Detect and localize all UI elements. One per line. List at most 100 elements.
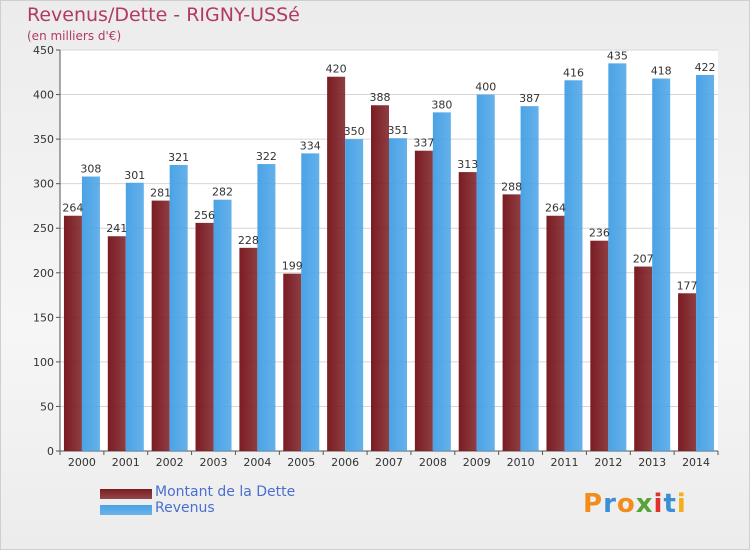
value-label-dette: 264 xyxy=(545,202,566,215)
logo-letter: t xyxy=(663,489,677,519)
bar-dette xyxy=(590,240,609,451)
bar-dette xyxy=(634,266,653,451)
value-label-dette: 420 xyxy=(326,63,347,76)
bar-revenus xyxy=(257,164,276,451)
y-tick-label: 400 xyxy=(33,89,54,102)
chart-title: Revenus/Dette - RIGNY-USSé xyxy=(27,4,300,26)
value-label-dette: 207 xyxy=(633,253,654,266)
bar-revenus xyxy=(520,106,539,451)
bar-dette xyxy=(678,293,697,451)
x-tick-label: 2004 xyxy=(243,456,271,469)
y-tick-label: 250 xyxy=(33,222,54,235)
bar-dette xyxy=(63,215,82,451)
value-label-revenus: 435 xyxy=(607,49,628,62)
value-label-revenus: 334 xyxy=(300,139,321,152)
x-tick-label: 2007 xyxy=(375,456,403,469)
x-tick-label: 2002 xyxy=(156,456,184,469)
value-label-revenus: 387 xyxy=(519,92,540,105)
value-label-revenus: 422 xyxy=(695,61,716,74)
y-tick-label: 100 xyxy=(33,356,54,369)
value-label-revenus: 322 xyxy=(256,150,277,163)
legend: Montant de la Dette Revenus xyxy=(100,484,360,518)
bar-dette xyxy=(414,150,433,451)
bar-revenus xyxy=(301,153,320,451)
bar-revenus xyxy=(345,139,364,451)
x-tick-label: 2003 xyxy=(200,456,228,469)
bar-dette xyxy=(195,222,214,451)
bar-dette xyxy=(371,105,389,451)
bar-dette xyxy=(283,273,302,451)
value-label-revenus: 308 xyxy=(80,163,101,176)
bar-revenus xyxy=(125,182,144,451)
value-label-dette: 177 xyxy=(677,279,698,292)
chart-subtitle: (en milliers d'€) xyxy=(27,29,122,43)
logo-letter: o xyxy=(616,489,636,519)
x-tick-label: 2008 xyxy=(419,456,447,469)
value-label-dette: 264 xyxy=(62,202,83,215)
bar-revenus xyxy=(169,164,188,451)
x-tick-label: 2005 xyxy=(287,456,315,469)
value-label-dette: 256 xyxy=(194,209,215,222)
y-tick-label: 450 xyxy=(33,44,54,57)
y-tick-label: 150 xyxy=(33,311,54,324)
bar-revenus xyxy=(432,112,451,451)
logo-letter: i xyxy=(653,489,664,519)
value-label-dette: 228 xyxy=(238,234,259,247)
bar-revenus xyxy=(81,176,100,451)
value-label-revenus: 418 xyxy=(651,65,672,78)
value-label-dette: 199 xyxy=(282,260,303,273)
value-label-revenus: 400 xyxy=(475,81,496,94)
x-tick-label: 2013 xyxy=(638,456,666,469)
bar-revenus xyxy=(213,199,232,451)
value-label-dette: 241 xyxy=(106,222,127,235)
bar-revenus xyxy=(564,80,583,451)
legend-item-revenus: Revenus xyxy=(100,500,360,518)
value-label-revenus: 416 xyxy=(563,66,584,79)
legend-label-revenus: Revenus xyxy=(155,500,215,516)
x-tick-label: 2001 xyxy=(112,456,140,469)
legend-item-dette: Montant de la Dette xyxy=(100,484,360,502)
logo-letter: P xyxy=(583,489,604,519)
bar-dette xyxy=(546,215,565,451)
bar-dette xyxy=(107,236,126,451)
x-tick-label: 2012 xyxy=(594,456,622,469)
bar-dette xyxy=(458,172,477,452)
value-label-dette: 313 xyxy=(457,158,478,171)
logo-letter: r xyxy=(603,489,617,519)
bar-revenus xyxy=(389,138,407,451)
value-label-dette: 337 xyxy=(413,137,434,150)
legend-swatch-revenus xyxy=(100,505,152,515)
y-tick-label: 50 xyxy=(40,400,54,413)
y-tick-label: 200 xyxy=(33,267,54,280)
value-label-revenus: 301 xyxy=(124,169,145,182)
legend-swatch-dette xyxy=(100,489,152,499)
value-label-revenus: 321 xyxy=(168,151,189,164)
bar-dette xyxy=(327,76,346,451)
bar-dette xyxy=(502,194,521,452)
x-tick-label: 2006 xyxy=(331,456,359,469)
value-label-dette: 388 xyxy=(370,91,391,104)
logo-letter: i xyxy=(676,489,687,519)
value-label-revenus: 282 xyxy=(212,186,233,199)
x-tick-label: 2010 xyxy=(507,456,535,469)
value-label-revenus: 351 xyxy=(388,124,409,137)
legend-label-dette: Montant de la Dette xyxy=(155,484,296,500)
bar-revenus xyxy=(696,74,715,451)
x-tick-label: 2000 xyxy=(68,456,96,469)
x-tick-label: 2009 xyxy=(463,456,491,469)
value-label-revenus: 350 xyxy=(344,125,365,138)
y-tick-label: 0 xyxy=(47,445,54,458)
proxiti-logo: Proxiti xyxy=(583,489,687,519)
y-tick-label: 300 xyxy=(33,178,54,191)
bar-revenus xyxy=(476,94,495,452)
logo-letter: x xyxy=(635,489,654,519)
value-label-dette: 236 xyxy=(589,227,610,240)
x-tick-label: 2011 xyxy=(550,456,578,469)
y-tick-label: 350 xyxy=(33,133,54,146)
value-label-dette: 288 xyxy=(501,180,522,193)
bar-dette xyxy=(239,247,258,451)
bar-revenus xyxy=(608,63,627,451)
value-label-revenus: 380 xyxy=(431,98,452,111)
bar-dette xyxy=(151,200,170,451)
